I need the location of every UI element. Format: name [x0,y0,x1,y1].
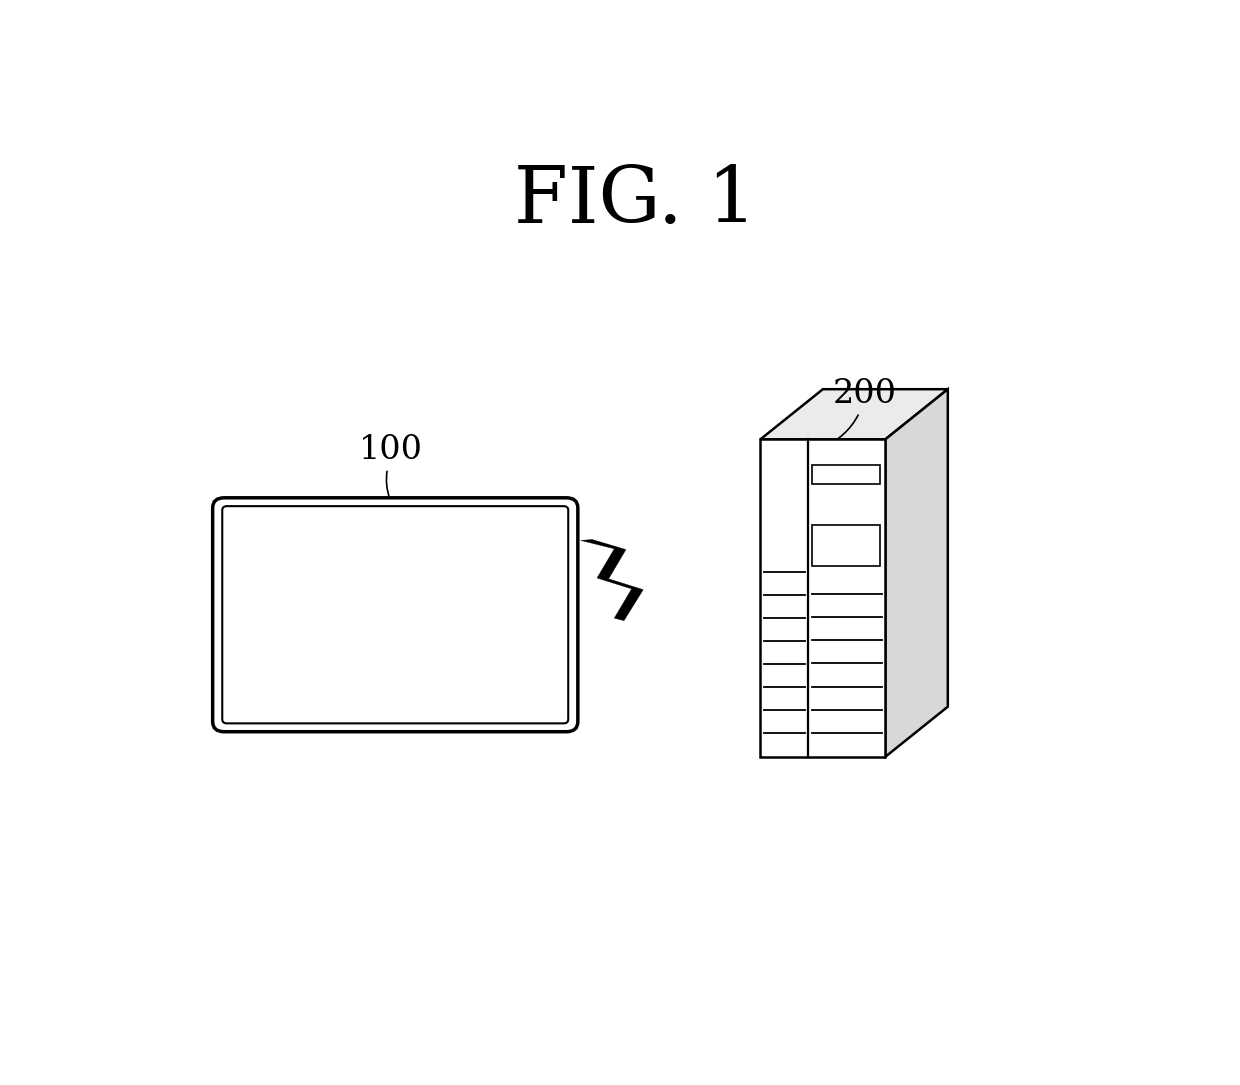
Polygon shape [885,390,947,757]
Bar [812,464,880,484]
Bar [760,439,885,757]
FancyBboxPatch shape [222,506,568,724]
Text: 100: 100 [358,434,423,467]
Polygon shape [760,390,947,439]
Text: FIG. 1: FIG. 1 [515,164,756,240]
Polygon shape [580,539,644,621]
Bar [812,525,880,566]
FancyBboxPatch shape [213,498,578,731]
Text: 200: 200 [832,378,897,410]
